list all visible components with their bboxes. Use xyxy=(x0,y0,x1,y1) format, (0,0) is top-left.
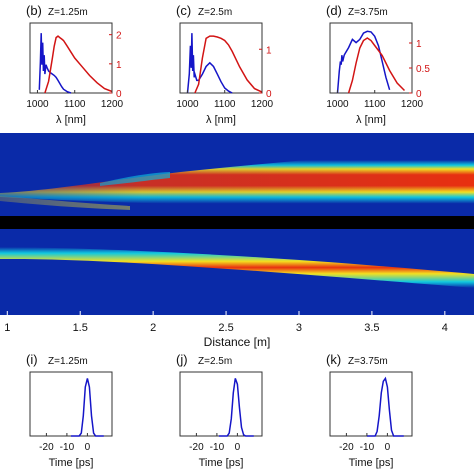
series-line-red xyxy=(44,35,113,94)
x-tick-label: -20 xyxy=(39,442,54,453)
panel-6: -20 -10 0 Time [ps] (j) Z=2.5m xyxy=(176,352,263,469)
distance-tick-label: 4 xyxy=(442,322,448,334)
distance-axis-label: Distance [m] xyxy=(204,335,271,349)
x-axis-label: Time [ps] xyxy=(199,457,244,469)
x-tick-label: -20 xyxy=(339,442,354,453)
panel-annotation: Z=2.5m xyxy=(198,356,232,367)
panel-letter: (k) xyxy=(326,352,341,367)
right-tick-label: 1 xyxy=(416,39,422,50)
distance-tick-label: 1.5 xyxy=(73,322,88,334)
panel-letter: (c) xyxy=(176,3,191,18)
x-tick-label: 1000 xyxy=(26,99,49,110)
x-tick-label: -10 xyxy=(210,442,225,453)
panel-annotation: Z=3.75m xyxy=(348,356,388,367)
x-tick-label: 1200 xyxy=(251,99,274,110)
right-tick-label: 0 xyxy=(116,89,122,100)
panel-letter: (i) xyxy=(26,352,38,367)
right-tick-label: 1 xyxy=(116,60,122,71)
panel-annotation: Z=1.25m xyxy=(48,7,88,18)
distance-tick-label: 3 xyxy=(296,322,302,334)
right-tick-label: 2 xyxy=(116,31,122,42)
plot-frame xyxy=(329,371,413,437)
series-line-blue xyxy=(336,30,391,94)
distance-axis: 1 1.5 2 2.5 3 3.5 4 Distance [m] xyxy=(4,311,448,349)
right-tick-label: 0 xyxy=(416,89,422,100)
panel-separator xyxy=(0,216,474,229)
panel-2: 1000 1100 1200 λ [nm] 0 0.5 1 (d) Z=3.75m xyxy=(326,3,430,126)
temporal-band xyxy=(0,247,474,288)
series-line-blue xyxy=(38,33,72,94)
spectral-fade xyxy=(0,133,474,216)
panel-7: -20 -10 0 Time [ps] (k) Z=3.75m xyxy=(326,352,413,469)
series-line-red xyxy=(347,37,406,94)
x-axis-label: Time [ps] xyxy=(349,457,394,469)
series-line-red xyxy=(194,35,263,94)
panel-letter: (d) xyxy=(326,3,342,18)
x-tick-label: 1100 xyxy=(214,99,236,110)
x-axis-label: λ [nm] xyxy=(56,114,86,126)
panel-0: 1000 1100 1200 λ [nm] 0 1 2 (b) Z=1.25m xyxy=(26,3,124,126)
right-tick-label: 1 xyxy=(266,45,272,56)
distance-tick-label: 2.5 xyxy=(218,322,233,334)
panel-annotation: Z=2.5m xyxy=(198,7,232,18)
distance-tick-label: 1 xyxy=(4,322,10,334)
pulses-row: -20 -10 0 Time [ps] (i) Z=1.25m -20 -10 0 Time [p… xyxy=(26,352,413,469)
series-line-blue xyxy=(186,33,233,94)
right-tick-label: 0 xyxy=(266,89,272,100)
temporal-heatmap xyxy=(0,229,474,315)
distance-tick-label: 3.5 xyxy=(364,322,379,334)
panel-annotation: Z=3.75m xyxy=(348,7,388,18)
x-tick-label: -10 xyxy=(60,442,75,453)
x-axis-label: λ [nm] xyxy=(206,114,236,126)
x-tick-label: 1000 xyxy=(176,99,199,110)
x-tick-label: 0 xyxy=(385,442,391,453)
series-line-blue xyxy=(218,378,254,437)
x-axis-label: λ [nm] xyxy=(356,114,386,126)
x-tick-label: -10 xyxy=(360,442,375,453)
x-tick-label: -20 xyxy=(189,442,204,453)
x-tick-label: 1100 xyxy=(64,99,86,110)
x-axis-label: Time [ps] xyxy=(49,457,94,469)
spectral-heatmap xyxy=(0,133,474,216)
panel-letter: (b) xyxy=(26,3,42,18)
panel-5: -20 -10 0 Time [ps] (i) Z=1.25m xyxy=(26,352,113,469)
panel-annotation: Z=1.25m xyxy=(48,356,88,367)
x-tick-label: 1200 xyxy=(101,99,124,110)
right-tick-label: 0.5 xyxy=(416,64,430,75)
x-tick-label: 0 xyxy=(85,442,91,453)
plot-frame xyxy=(179,371,263,437)
x-tick-label: 1000 xyxy=(326,99,349,110)
distance-tick-label: 2 xyxy=(150,322,156,334)
panel-letter: (j) xyxy=(176,352,188,367)
x-tick-label: 0 xyxy=(235,442,241,453)
series-line-blue xyxy=(366,376,404,437)
series-line-blue xyxy=(71,378,104,437)
panel-1: 1000 1100 1200 λ [nm] 0 1 (c) Z=2.5m xyxy=(176,3,274,126)
x-tick-label: 1200 xyxy=(401,99,424,110)
plot-frame xyxy=(29,371,113,437)
x-tick-label: 1100 xyxy=(364,99,386,110)
